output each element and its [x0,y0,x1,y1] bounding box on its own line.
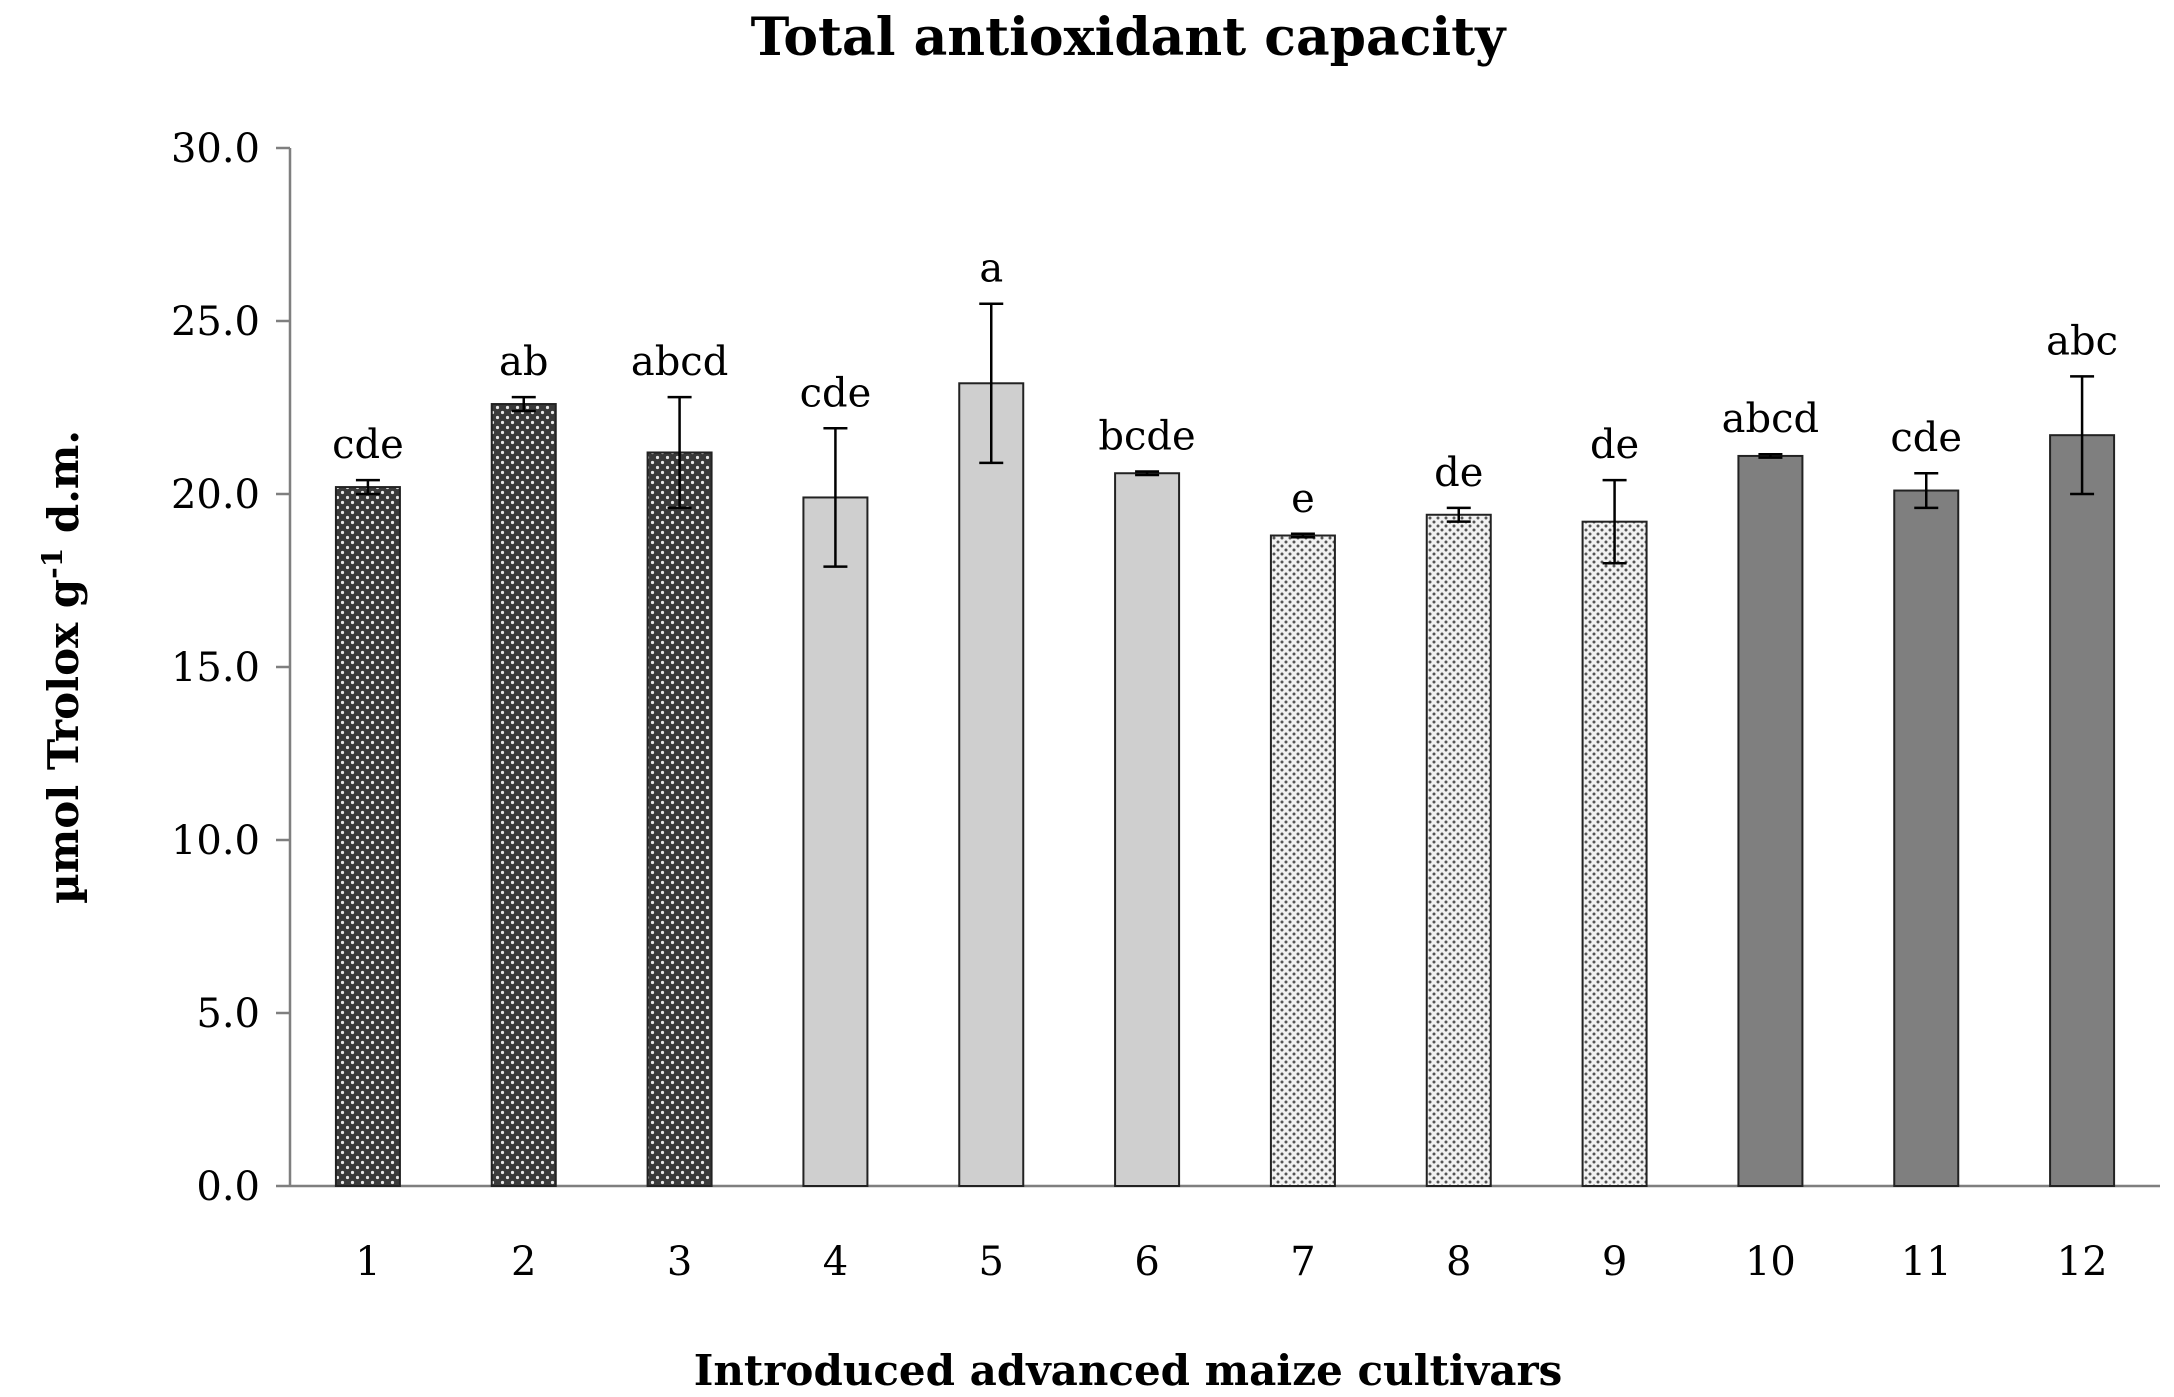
significance-letter-5: a [979,246,1003,292]
error-bar-7 [1290,532,1315,539]
x-tick-label: 3 [667,1239,692,1285]
error-bar-2 [511,395,536,413]
significance-letter-10: abcd [1722,396,1819,442]
x-tick-label: 9 [1602,1239,1627,1285]
x-tick-labels: 1 2 3 4 5 6 7 8 9 10 11 12 [355,1239,2107,1285]
error-bars [355,302,2095,568]
x-tick-label: 6 [1134,1239,1159,1285]
y-tick-label: 30.0 [171,126,260,172]
y-tick-labels: 0.0 5.0 10.0 15.0 20.0 25.0 30.0 [171,126,260,1210]
y-axis-title: µmol Trolox g-1 d.m. [36,430,88,904]
y-tick-label: 20.0 [171,472,260,518]
y-tick-label: 15.0 [171,645,260,691]
significance-letter-12: abc [2046,318,2118,364]
bar-7 [1269,534,1336,1187]
bar-8 [1425,513,1492,1187]
significance-letter-3: abcd [631,339,728,385]
significance-letter-4: cde [800,370,872,416]
error-bar-1 [355,478,380,496]
x-axis-title: Introduced advanced maize cultivars [694,1346,1563,1395]
x-tick-label: 12 [2057,1239,2108,1285]
y-tick-label: 5.0 [196,991,260,1037]
bar-3 [646,451,713,1188]
x-tick-label: 1 [355,1239,380,1285]
error-bar-6 [1135,470,1160,477]
bar-4 [802,496,869,1187]
y-tick-label: 0.0 [196,1164,260,1210]
bar-1 [334,486,401,1187]
error-bar-3 [667,395,692,510]
bar-12 [2049,434,2116,1187]
error-bar-4 [823,427,848,568]
bar-9 [1581,520,1648,1187]
x-tick-label: 10 [1745,1239,1796,1285]
bar-10 [1737,454,1804,1187]
significance-letter-2: ab [499,339,548,385]
bar-5 [958,382,1025,1187]
bar-6 [1114,472,1181,1187]
bar-11 [1893,489,1960,1188]
significance-letters: cde ab abcd cde a bcde e de de abcd cde abc [332,246,2118,522]
significance-letter-8: de [1434,450,1483,496]
significance-letter-9: de [1590,422,1639,468]
error-bar-11 [1914,471,1939,510]
y-tick-label: 25.0 [171,299,260,345]
x-tick-label: 8 [1446,1239,1471,1285]
x-tick-label: 4 [823,1239,848,1285]
error-bar-10 [1758,452,1783,459]
error-bar-5 [979,302,1004,465]
y-axis [276,146,292,1188]
significance-letter-1: cde [332,422,404,468]
significance-letter-7: e [1291,476,1315,522]
x-tick-label: 2 [511,1239,536,1285]
x-tick-label: 5 [979,1239,1004,1285]
y-tick-label: 10.0 [171,818,260,864]
significance-letter-6: bcde [1098,414,1195,460]
x-tick-label: 7 [1290,1239,1315,1285]
error-bar-12 [2070,375,2095,496]
bars [334,382,2116,1188]
error-bar-9 [1602,478,1627,565]
error-bar-8 [1446,506,1471,523]
significance-letter-11: cde [1890,415,1962,461]
bar-2 [490,403,557,1188]
x-tick-label: 11 [1901,1239,1952,1285]
chart-title: Total antioxidant capacity [751,7,1508,68]
